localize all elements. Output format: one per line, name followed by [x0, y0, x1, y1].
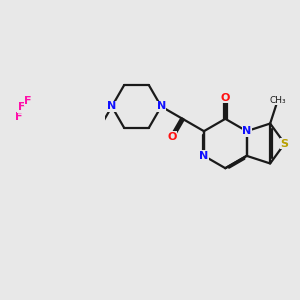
Text: O: O: [220, 93, 230, 103]
Text: N: N: [107, 101, 116, 112]
Text: F: F: [15, 112, 23, 122]
Text: N: N: [242, 126, 251, 136]
Text: F: F: [25, 96, 32, 106]
Text: N: N: [199, 151, 208, 161]
Text: CH₃: CH₃: [269, 96, 286, 105]
Text: N: N: [157, 101, 166, 112]
Text: O: O: [167, 132, 177, 142]
Text: F: F: [18, 103, 25, 112]
Text: S: S: [281, 139, 289, 148]
